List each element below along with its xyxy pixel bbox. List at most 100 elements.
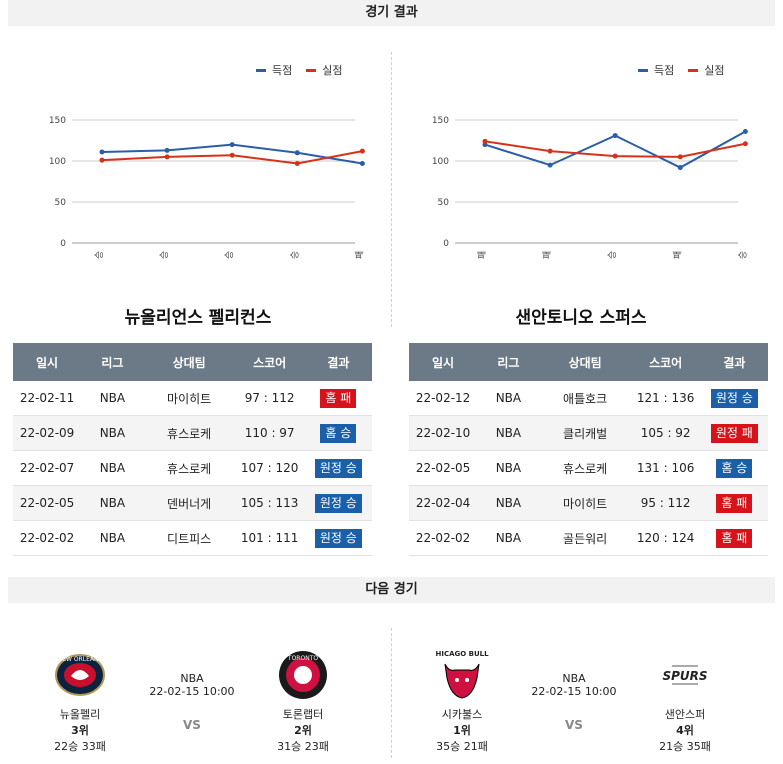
team-name: 토론랩터 [282,708,324,721]
svg-text:CHICAGO BULLS: CHICAGO BULLS [435,650,489,658]
data-point[interactable] [99,149,105,155]
next-games-divider [391,628,392,758]
table-row[interactable]: 22-02-02 NBA 골든워리 120 : 124 홈 패 [409,520,768,556]
data-point[interactable] [359,148,365,154]
right-team-title: 샌안토니오 스퍼스 [515,308,647,328]
league-label: NBA [562,672,586,685]
team-name: 샌안스퍼 [664,708,706,721]
legend-conceded-swatch [688,68,699,72]
game-datetime: 22-02-15 10:00 [531,685,617,698]
game-date: 22-02-07 [13,450,82,486]
legend-score: 득점 [256,62,292,78]
table-row[interactable]: 22-02-11 NBA 마이히트 97 : 112 홈 패 [13,381,372,416]
data-point[interactable] [294,160,300,166]
legend-score-swatch [256,68,266,72]
x-tick-label: 승 [607,251,618,259]
result-badge: 홈 승 [716,458,753,478]
team-record: 22승 33패 [54,740,106,753]
opponent: 휴스로케 [539,450,631,486]
y-tick-label: 50 [55,198,67,208]
score: 101 : 111 [234,520,305,556]
table-row[interactable]: 22-02-07 NBA 휴스로케 107 : 120 원정 승 [13,450,372,486]
data-point[interactable] [164,147,170,153]
left-team-line-chart: 0 50 100 150 승 승 승 승 패 [49,116,366,259]
table-row[interactable]: 22-02-10 NBA 클리캐벌 105 : 92 원정 패 [409,415,768,451]
table-row[interactable]: 22-02-04 NBA 마이히트 95 : 112 홈 패 [409,485,768,521]
data-point[interactable] [229,142,235,148]
score: 120 : 124 [630,520,701,556]
team-record: 31승 23패 [277,740,329,753]
data-point[interactable] [229,152,235,158]
team-rank: 3위 [71,724,89,737]
x-tick-label: 패 [672,251,683,259]
result: 홈 패 [304,381,372,416]
team-rank: 1위 [453,724,471,737]
result-badge: 홈 패 [320,388,357,408]
next-game-2-away-team[interactable]: SPURS 샌안스퍼 4위 21승 35패 [640,648,730,754]
team-record: 21승 35패 [659,740,711,753]
left-recent-games-table: 일시 리그 상대팀 스코어 결과 22-02-11 NBA 마이히트 97 : 112… [13,343,372,556]
y-tick-label: 0 [60,239,66,249]
data-point[interactable] [547,162,553,168]
legend-conceded-label: 실점 [322,64,343,77]
x-tick-label: 승 [737,251,748,259]
table-row[interactable]: 22-02-09 NBA 휴스로케 110 : 97 홈 승 [13,415,372,451]
data-point[interactable] [612,153,618,159]
next-game-card-1[interactable]: NEW ORLEANS 뉴올펠리 3위 22승 33패 NBA 22-02-15… [4,628,387,758]
next-game-card-2[interactable]: CHICAGO BULLS 시카불스 1위 35승 21패 NBA 22-02-… [392,628,775,758]
table-row[interactable]: 22-02-12 NBA 애틀호크 121 : 136 원정 승 [409,381,768,416]
next-game-1-home-team[interactable]: NEW ORLEANS 뉴올펠리 3위 22승 33패 [35,648,125,754]
league: NBA [81,415,144,451]
x-tick-label: 패 [477,251,488,259]
data-point[interactable] [482,138,488,144]
legend-score-label: 득점 [654,64,675,77]
data-point[interactable] [677,165,683,171]
table-row[interactable]: 22-02-05 NBA 덴버너게 105 : 113 원정 승 [13,485,372,521]
x-tick-label: 승 [159,251,170,259]
right-chart-legend: 득점 실점 [638,62,725,78]
table-header-row: 일시 리그 상대팀 스코어 결과 [409,343,768,381]
data-point[interactable] [99,157,105,163]
left-team-title: 뉴올리언스 펠리컨스 [124,308,272,328]
data-point[interactable] [612,133,618,139]
league: NBA [477,450,540,486]
next-game-2-home-team[interactable]: CHICAGO BULLS 시카불스 1위 35승 21패 [417,648,507,754]
next-game-1-away-team[interactable]: TORONTO 토론랩터 2위 31승 23패 [258,648,348,754]
data-point[interactable] [547,148,553,154]
data-point[interactable] [742,141,748,147]
result-badge: 원정 승 [314,458,362,478]
opponent: 클리캐벌 [539,415,631,451]
game-date: 22-02-10 [409,415,478,451]
game-date: 22-02-11 [13,381,82,416]
opponent: 휴스로케 [143,415,235,451]
game-date: 22-02-04 [409,485,478,521]
score: 110 : 97 [234,415,305,451]
table-row[interactable]: 22-02-05 NBA 휴스로케 131 : 106 홈 승 [409,450,768,486]
opponent: 애틀호크 [539,381,631,416]
game-datetime: 22-02-15 10:00 [149,685,235,698]
col-score: 스코어 [234,343,305,381]
game-date: 22-02-05 [409,450,478,486]
data-point[interactable] [164,154,170,160]
y-tick-label: 100 [49,157,66,167]
legend-conceded: 실점 [688,62,725,78]
team-record: 35승 21패 [436,740,488,753]
team-rank: 4위 [676,724,694,737]
legend-conceded: 실점 [306,62,343,78]
table-row[interactable]: 22-02-02 NBA 디트피스 101 : 111 원정 승 [13,520,372,556]
data-point[interactable] [677,154,683,160]
result: 원정 승 [700,381,768,416]
x-tick-label: 승 [94,251,105,259]
bulls-logo-icon: CHICAGO BULLS [430,648,494,702]
score: 105 : 92 [630,415,701,451]
y-tick-label: 100 [432,157,449,167]
data-point[interactable] [294,150,300,156]
data-point[interactable] [742,128,748,134]
data-point[interactable] [359,160,365,166]
league: NBA [81,381,144,416]
result: 홈 승 [700,450,768,486]
result: 홈 패 [700,520,768,556]
opponent: 골든워리 [539,520,631,556]
result-badge: 원정 승 [314,528,362,548]
x-tick-label: 승 [289,251,300,259]
